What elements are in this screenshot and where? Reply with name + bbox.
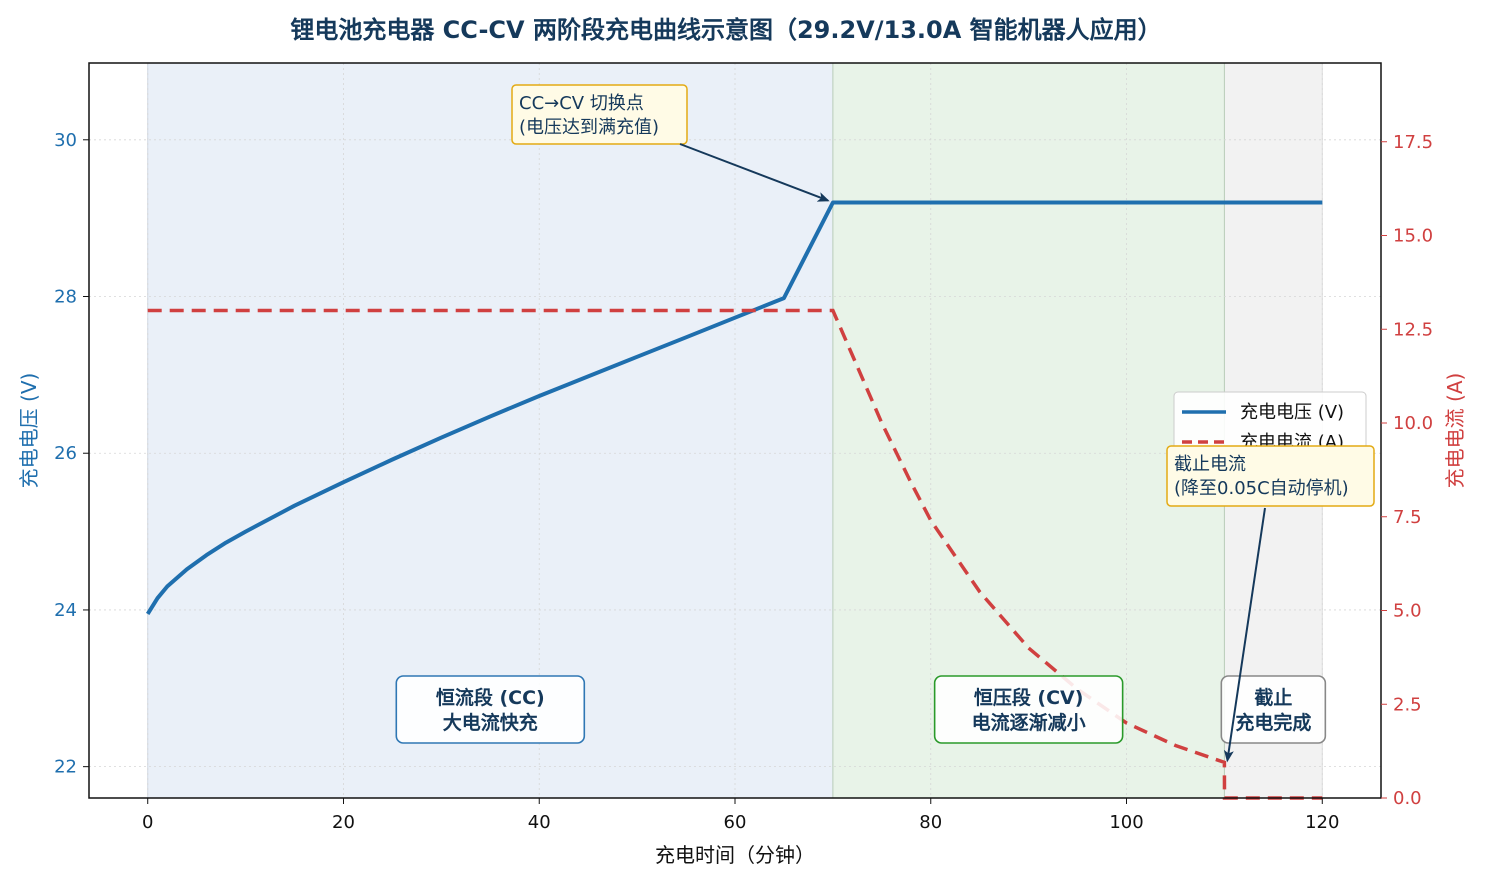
y-right-tick-label: 5.0 [1393, 601, 1422, 622]
annotation-cutoff-line2: (降至0.05C自动停机) [1174, 478, 1349, 499]
x-tick-label: 80 [919, 812, 942, 833]
y-left-tick-label: 26 [54, 443, 77, 464]
region-label-line2: 充电完成 [1235, 711, 1311, 734]
annotation-switch-line2: (电压达到满充值) [519, 117, 659, 138]
y-right-tick-label: 12.5 [1393, 319, 1433, 340]
x-tick-label: 120 [1305, 812, 1339, 833]
y-left-tick-label: 28 [54, 287, 77, 308]
x-axis-label: 充电时间（分钟） [655, 843, 815, 867]
x-tick-label: 20 [332, 812, 355, 833]
region-label-line1: 截止 [1254, 686, 1292, 709]
y-right-tick-label: 10.0 [1393, 413, 1433, 434]
x-tick-label: 60 [724, 812, 747, 833]
y-axis-left-label: 充电电压 (V) [17, 373, 41, 489]
x-tick-label: 40 [528, 812, 551, 833]
annotation-switch-line1: CC→CV 切换点 [519, 93, 644, 114]
region-label-line1: 恒压段 (CV) [974, 686, 1084, 709]
y-axis-right-label: 充电电流 (A) [1443, 373, 1467, 489]
x-tick-label: 0 [142, 812, 153, 833]
y-right-tick-label: 2.5 [1393, 694, 1422, 715]
x-tick-label: 100 [1109, 812, 1143, 833]
y-right-tick-label: 0.0 [1393, 788, 1422, 809]
y-right-tick-label: 7.5 [1393, 507, 1422, 528]
annotation-cutoff-line1: 截止电流 [1174, 454, 1246, 475]
region-label-line2: 大电流快充 [443, 711, 538, 734]
y-right-tick-label: 15.0 [1393, 226, 1433, 247]
legend-label-voltage: 充电电压 (V) [1240, 402, 1344, 423]
y-left-tick-label: 24 [54, 600, 77, 621]
y-left-tick-label: 30 [54, 130, 77, 151]
y-right-tick-label: 17.5 [1393, 132, 1433, 153]
region-label-line2: 电流逐渐减小 [972, 711, 1086, 734]
region-label-line1: 恒流段 (CC) [436, 686, 545, 709]
y-left-tick-label: 22 [54, 757, 77, 778]
chart-title: 锂电池充电器 CC-CV 两阶段充电曲线示意图（29.2V/13.0A 智能机器… [290, 16, 1161, 44]
